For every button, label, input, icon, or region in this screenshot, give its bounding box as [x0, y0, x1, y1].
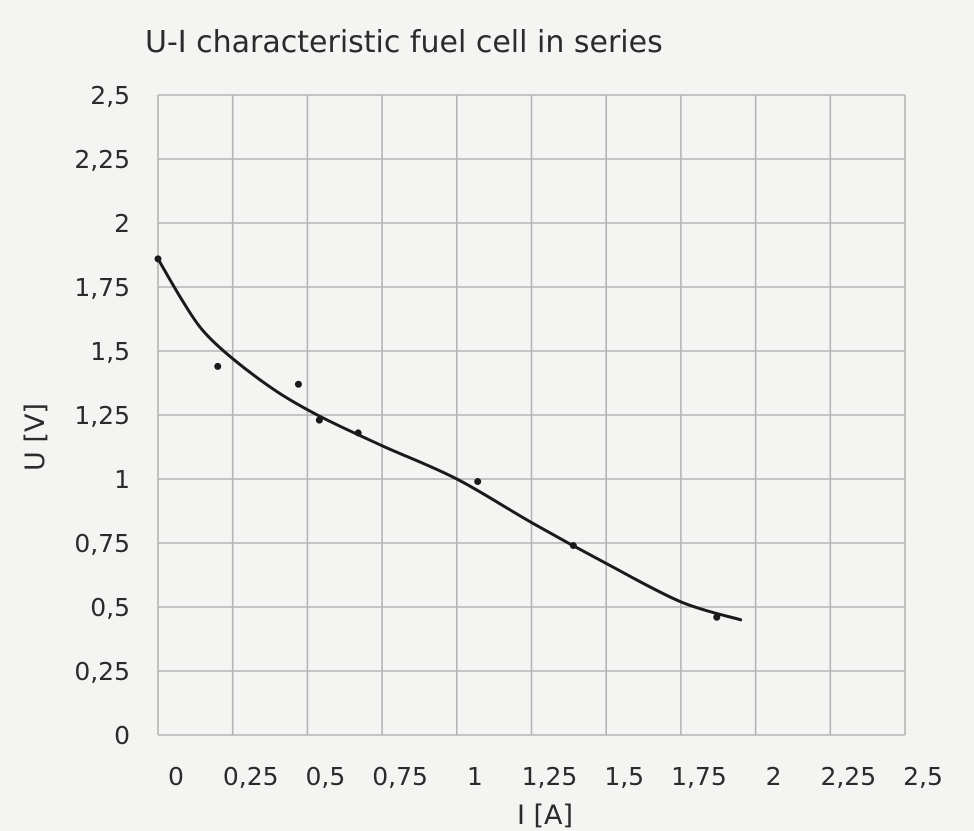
y-tick-label: 1	[114, 465, 130, 494]
y-tick-label: 1,25	[74, 401, 130, 430]
y-axis-label: U [V]	[20, 403, 51, 471]
data-point-4	[354, 429, 362, 437]
y-tick-label: 0,5	[90, 593, 130, 622]
y-tick-label: 2,5	[90, 81, 130, 110]
data-point-7	[713, 613, 721, 621]
x-tick-label: 0,25	[223, 762, 279, 791]
data-points	[154, 255, 721, 621]
y-tick-labels: 0 0,25 0,5 0,75 1 1,25 1,5 1,75 2 2,25 2,5	[74, 81, 130, 750]
x-tick-label: 0,5	[306, 762, 346, 791]
x-axis-label: I [A]	[517, 800, 573, 831]
x-tick-labels: 0 0,25 0,5 0,75 1 1,25 1,5 1,75 2 2,25 2,5	[168, 762, 943, 791]
x-tick-label: 2,25	[820, 762, 876, 791]
x-tick-label: 2,5	[903, 762, 943, 791]
x-tick-label: 1,5	[604, 762, 644, 791]
x-tick-label: 0,75	[372, 762, 428, 791]
trend-line	[156, 257, 743, 622]
chart-title: U-I characteristic fuel cell in series	[145, 25, 663, 60]
data-point-5	[474, 478, 482, 486]
data-point-2	[294, 380, 302, 388]
x-tick-label: 1,75	[671, 762, 727, 791]
y-tick-label: 0,75	[74, 529, 130, 558]
x-tick-label: 1	[467, 762, 483, 791]
data-point-0	[154, 255, 162, 263]
y-tick-label: 2,25	[74, 145, 130, 174]
x-tick-label: 1,25	[522, 762, 578, 791]
x-tick-label: 0	[168, 762, 184, 791]
grid	[157, 94, 906, 736]
y-tick-label: 2	[114, 209, 130, 238]
data-point-1	[214, 362, 222, 370]
y-tick-label: 1,5	[90, 337, 130, 366]
y-tick-label: 0,25	[74, 657, 130, 686]
data-point-3	[315, 416, 323, 424]
y-tick-label: 0	[114, 721, 130, 750]
data-point-6	[569, 542, 577, 550]
y-tick-label: 1,75	[74, 273, 130, 302]
x-tick-label: 2	[766, 762, 782, 791]
